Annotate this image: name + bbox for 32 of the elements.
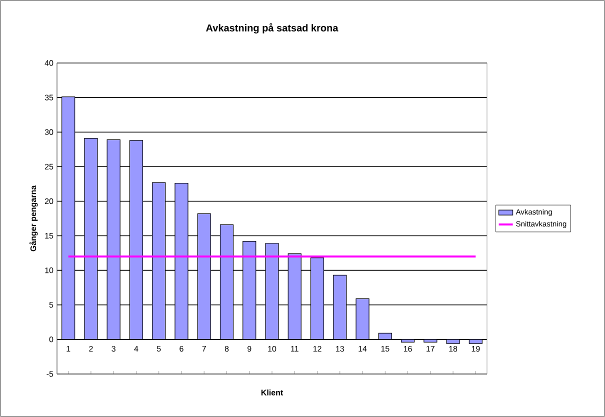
x-tick-label: 16	[404, 346, 412, 352]
y-tick-label: -5	[46, 371, 54, 377]
x-tick-label: 1	[66, 346, 70, 352]
x-tick-label: 14	[358, 346, 367, 352]
y-tick-label: 40	[44, 60, 54, 66]
y-tick-label: 0	[49, 336, 54, 342]
y-tick-label: 20	[44, 198, 54, 204]
x-tick-label: 15	[381, 346, 390, 352]
x-tick-label: 11	[291, 346, 298, 352]
x-tick-label: 2	[89, 346, 93, 352]
y-tick-label: 25	[44, 164, 54, 170]
x-tick-label: 17	[426, 346, 434, 352]
x-tick-label: 19	[472, 346, 480, 352]
x-tick-label: 10	[268, 346, 276, 352]
x-tick-label: 18	[449, 346, 458, 352]
y-tick-label: 5	[49, 302, 54, 308]
x-tick-label: 5	[156, 346, 161, 352]
y-axis-title: Gånger pengarna	[29, 185, 38, 252]
y-tick-label: 35	[44, 94, 54, 100]
x-tick-label: 4	[134, 346, 138, 352]
y-tick-label: 30	[44, 129, 54, 135]
x-tick-label: 8	[224, 346, 229, 352]
x-tick-label: 3	[112, 346, 116, 352]
y-tick-label: 15	[45, 232, 54, 239]
x-tick-label: 7	[202, 346, 206, 352]
x-axis-title: Klient	[261, 390, 284, 396]
x-tick-label: 6	[180, 346, 184, 352]
chart-title: Avkastning på satsad krona	[206, 23, 338, 34]
x-tick-label: 12	[313, 346, 322, 352]
x-tick-label: 9	[248, 346, 252, 352]
x-tick-label: 13	[336, 346, 344, 352]
y-tick-label: 10	[45, 267, 54, 274]
